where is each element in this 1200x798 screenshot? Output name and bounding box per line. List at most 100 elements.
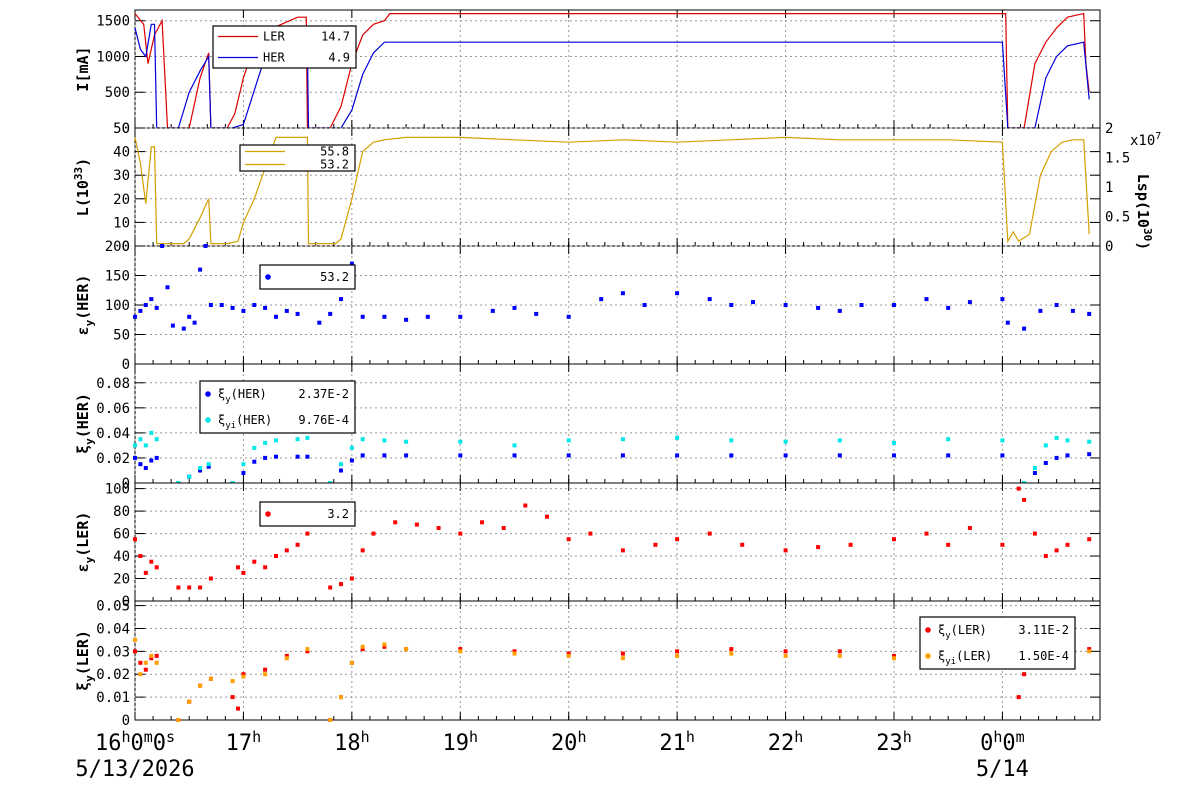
data-point [154, 565, 159, 570]
data-point [675, 649, 680, 654]
x-tick-label-main: 20 [551, 731, 578, 756]
data-point [295, 311, 300, 316]
x-tick-label: 16h0m0s [95, 728, 175, 756]
data-point [512, 649, 517, 654]
y-axis-label-sub: y [83, 675, 96, 682]
data-point [176, 718, 181, 722]
x-tick-label: 19h [443, 728, 479, 756]
data-point [783, 453, 788, 458]
data-point [241, 471, 246, 475]
data-point [620, 291, 625, 296]
y-tick-label: 0 [122, 121, 130, 137]
legend-entry-value: 2.37E-2 [298, 387, 349, 401]
data-point [458, 314, 463, 319]
data-point [892, 656, 896, 661]
legend-entry-name: ξyi(LER) [938, 649, 992, 667]
data-point [783, 303, 788, 307]
data-point [382, 642, 387, 647]
x-tick-label-sup: h [577, 728, 586, 746]
x-tick-label-sup: h [993, 728, 1002, 746]
data-point [512, 453, 517, 458]
legend-box: 55.853.2 [239, 144, 356, 172]
legend-box: 53.2 [259, 264, 356, 290]
data-point [1022, 672, 1027, 677]
data-point [360, 548, 365, 553]
data-point [783, 653, 788, 658]
y-axis-label-sub: y [83, 556, 96, 563]
y2-exponent-base: x10 [1130, 133, 1155, 149]
y-axis-label-end: (LER) [74, 512, 92, 557]
data-point [1087, 439, 1092, 444]
legend-marker-swatch [205, 417, 211, 423]
data-point [187, 585, 192, 590]
data-point [154, 660, 159, 665]
data-point [360, 453, 365, 458]
data-point [165, 285, 170, 290]
y-axis-label-main: L(10 [74, 180, 92, 216]
data-point [1038, 308, 1043, 313]
data-point [783, 439, 788, 444]
legend-marker-swatch [265, 511, 271, 517]
x-tick-label-sup: h [903, 728, 912, 746]
data-point [149, 559, 154, 564]
data-point [160, 244, 165, 248]
data-point [198, 585, 203, 590]
legend-frame [259, 264, 356, 290]
data-point [143, 570, 148, 575]
x-tick-label-rest: 0 [130, 731, 143, 756]
data-point [458, 439, 463, 444]
data-point [1087, 537, 1092, 542]
x-tick-label-sup: h [794, 728, 803, 746]
x-date-label-start: 5/13/2026 [75, 757, 194, 782]
data-point [1000, 453, 1005, 458]
data-point [620, 437, 625, 442]
x-tick-label-rest-sup: m [1016, 728, 1025, 746]
data-point [149, 653, 154, 658]
data-point [143, 466, 148, 470]
data-point [1054, 455, 1059, 460]
data-point [729, 303, 734, 307]
y2-tick-label: 1.5 [1105, 151, 1130, 167]
legend-frame [212, 25, 357, 69]
data-point [154, 455, 159, 460]
data-point [187, 474, 192, 479]
data-point [566, 653, 571, 658]
data-point [967, 526, 972, 530]
y-axis-label-main: ξ [74, 445, 92, 454]
data-point [837, 649, 842, 654]
data-point [371, 531, 376, 536]
data-point [349, 660, 354, 665]
y2-exponent-label: x107 [1130, 131, 1161, 149]
data-point [1054, 435, 1059, 440]
x-tick-label: 23h [876, 728, 912, 756]
data-point [512, 305, 517, 310]
data-point [892, 303, 896, 307]
data-point [305, 649, 310, 654]
y-axis-label: L(1033) [72, 158, 92, 216]
x-tick-label-sup: h [361, 728, 370, 746]
y-axis-label: ξy(LER) [74, 630, 96, 691]
x-tick-label: 20h [551, 728, 587, 756]
data-point [837, 308, 842, 313]
data-point [783, 649, 788, 654]
y-tick-label: 200 [105, 239, 130, 255]
data-point [360, 647, 365, 652]
data-point [187, 699, 192, 704]
legend-marker-swatch [265, 274, 271, 280]
legend-entry-name-main: LER [263, 30, 285, 44]
data-point [458, 531, 463, 536]
data-point [404, 647, 409, 652]
y-tick-label: 100 [105, 298, 130, 314]
x-date-label-end: 5/14 [976, 757, 1029, 782]
data-point [206, 464, 211, 469]
legend-entry-name-sub: yi [945, 657, 956, 667]
data-point [1043, 443, 1048, 448]
data-point [729, 647, 734, 652]
data-point [198, 468, 203, 473]
data-point [837, 653, 842, 658]
data-point [176, 585, 181, 590]
y-axis-label-main: I[mA] [74, 46, 92, 91]
y-tick-label: 30 [113, 168, 130, 184]
y2-axis-label-main: Lsp(10 [1134, 174, 1152, 228]
